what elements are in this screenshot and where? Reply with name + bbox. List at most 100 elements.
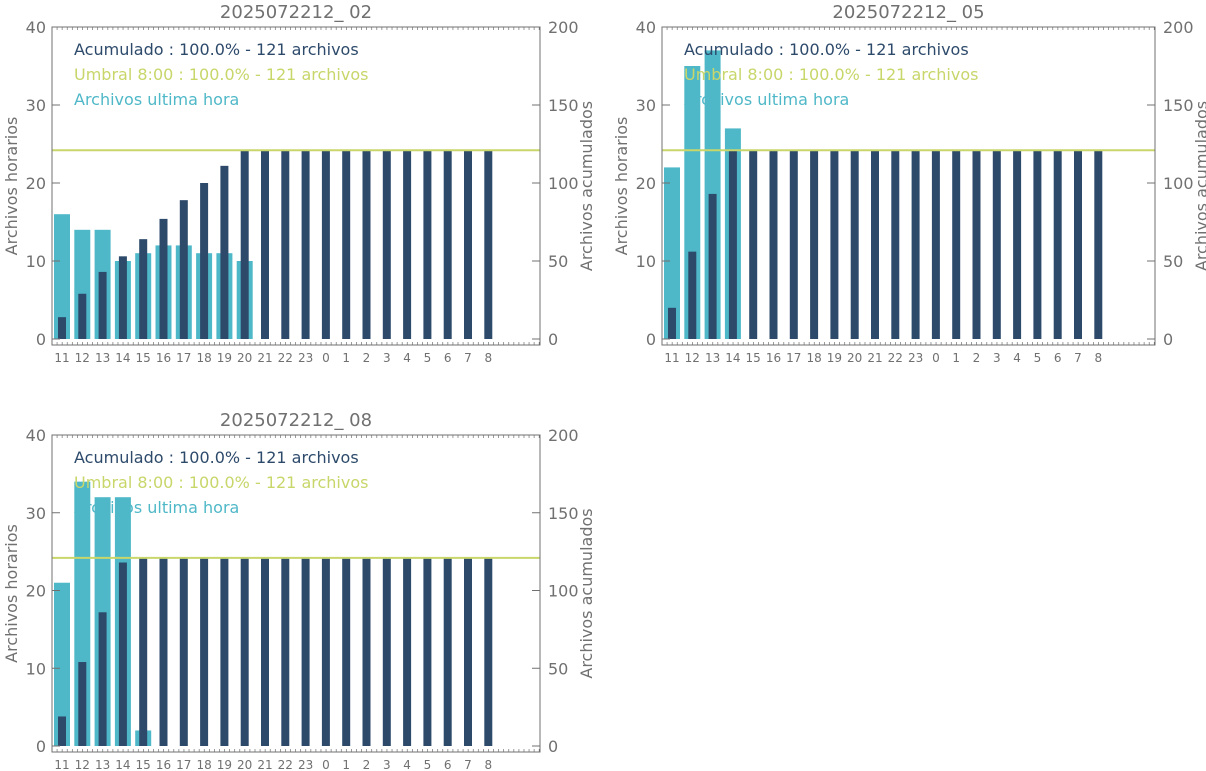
bar-cumulative: [911, 150, 920, 339]
x-tick-label: 16: [766, 351, 781, 365]
x-tick-label: 15: [136, 758, 151, 771]
bar-cumulative: [179, 200, 188, 339]
x-tick-label: 20: [847, 351, 862, 365]
x-tick-label: 1: [342, 351, 350, 365]
bar-cumulative: [321, 150, 330, 339]
bar-cumulative: [159, 218, 168, 339]
bar-cumulative: [423, 150, 432, 339]
x-tick-label: 13: [95, 758, 110, 771]
bar-cumulative: [281, 150, 290, 339]
bar-cumulative: [321, 557, 330, 746]
y2-tick-label: 0: [548, 330, 558, 349]
x-tick-label: 0: [322, 758, 330, 771]
bar-cumulative: [789, 150, 798, 339]
legend-entry: Acumulado : 100.0% - 121 archivos: [74, 448, 359, 467]
bar-cumulative: [443, 150, 452, 339]
y-axis-label: Archivos horarios: [2, 524, 21, 663]
x-tick-label: 14: [725, 351, 740, 365]
y2-axis-label: Archivos acumulados: [1192, 101, 1206, 271]
x-tick-label: 19: [217, 758, 232, 771]
x-tick-label: 23: [298, 758, 313, 771]
x-tick-label: 1: [952, 351, 960, 365]
bar-cumulative: [301, 557, 310, 746]
y-tick-label: 30: [26, 504, 46, 523]
bar-cumulative: [240, 150, 249, 339]
y2-tick-label: 150: [548, 504, 579, 523]
x-tick-label: 17: [176, 758, 191, 771]
bar-cumulative: [464, 557, 472, 746]
bar-cumulative: [830, 150, 839, 339]
x-tick-label: 21: [257, 351, 272, 365]
bar-cumulative: [58, 317, 66, 339]
x-tick-label: 3: [383, 758, 391, 771]
legend-entry: Umbral 8:00 : 100.0% - 121 archivos: [684, 65, 978, 84]
x-tick-label: 17: [786, 351, 801, 365]
x-tick-label: 8: [1094, 351, 1102, 365]
x-tick-label: 3: [383, 351, 391, 365]
bar-cumulative: [382, 557, 391, 746]
legend-entry: Umbral 8:00 : 100.0% - 121 archivos: [74, 473, 368, 492]
y-tick-label: 0: [36, 737, 46, 756]
bar-cumulative: [728, 150, 737, 339]
legend-entry: Acumulado : 100.0% - 121 archivos: [74, 40, 359, 59]
y-tick-label: 10: [636, 252, 656, 271]
x-tick-label: 7: [464, 351, 472, 365]
y-tick-label: 20: [26, 582, 46, 601]
y-tick-label: 30: [26, 96, 46, 115]
x-tick-label: 1: [342, 758, 350, 771]
x-tick-label: 12: [75, 758, 90, 771]
x-tick-label: 16: [156, 351, 171, 365]
x-tick-label: 5: [424, 351, 432, 365]
x-tick-label: 6: [1054, 351, 1062, 365]
bar-cumulative: [931, 150, 940, 339]
bar-cumulative: [382, 150, 391, 339]
y-tick-label: 40: [26, 18, 46, 37]
legend-entry: Archivos ultima hora: [74, 498, 239, 517]
x-tick-label: 18: [196, 351, 211, 365]
x-tick-label: 11: [664, 351, 679, 365]
bar-cumulative: [261, 557, 269, 746]
y2-tick-label: 0: [548, 737, 558, 756]
bar-cumulative: [98, 271, 107, 339]
x-tick-label: 4: [403, 351, 411, 365]
bar-cumulative: [769, 150, 778, 339]
bar-cumulative: [871, 150, 879, 339]
chart-title: 2025072212_ 02: [220, 2, 372, 23]
bar-cumulative: [200, 183, 209, 339]
bar-cumulative: [1053, 150, 1062, 339]
bar-hourly: [54, 582, 70, 746]
bar-cumulative: [342, 557, 351, 746]
x-tick-label: 13: [705, 351, 720, 365]
legend-entry: Acumulado : 100.0% - 121 archivos: [684, 40, 969, 59]
y2-tick-label: 100: [548, 174, 579, 193]
x-tick-label: 19: [217, 351, 232, 365]
bar-cumulative: [281, 557, 290, 746]
y-tick-label: 10: [26, 252, 46, 271]
y-axis-label: Archivos horarios: [612, 117, 631, 256]
bar-cumulative: [301, 150, 310, 339]
bar-cumulative: [749, 150, 758, 339]
y2-axis-label: Archivos acumulados: [577, 101, 596, 271]
x-tick-label: 18: [196, 758, 211, 771]
bar-cumulative: [484, 557, 493, 746]
x-tick-label: 12: [75, 351, 90, 365]
bar-cumulative: [1074, 150, 1082, 339]
y-axis-label: Archivos horarios: [2, 117, 21, 256]
x-tick-label: 0: [322, 351, 330, 365]
bar-cumulative: [972, 150, 981, 339]
bar-cumulative: [484, 150, 493, 339]
bar-cumulative: [443, 557, 452, 746]
legend-entry: Umbral 8:00 : 100.0% - 121 archivos: [74, 65, 368, 84]
bar-cumulative: [139, 239, 148, 339]
y2-axis-label: Archivos acumulados: [577, 508, 596, 678]
bar-cumulative: [78, 662, 87, 746]
bar-cumulative: [362, 557, 371, 746]
x-tick-label: 14: [115, 758, 130, 771]
x-tick-label: 5: [1034, 351, 1042, 365]
x-tick-label: 2: [363, 758, 371, 771]
bar-cumulative: [98, 612, 107, 746]
x-tick-label: 20: [237, 758, 252, 771]
